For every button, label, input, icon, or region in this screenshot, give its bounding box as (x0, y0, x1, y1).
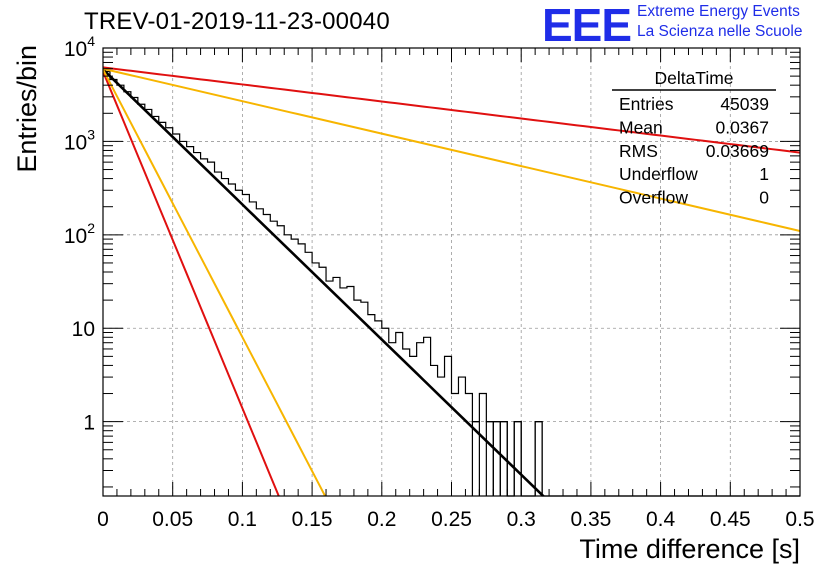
fit-line (103, 68, 546, 496)
x-tick-label: 0.1 (228, 508, 257, 531)
logo-line-2: La Scienza nelle Scuole (637, 23, 803, 40)
x-tick-label: 0.15 (292, 508, 333, 531)
stats-value: 0.0367 (715, 117, 769, 137)
x-tick-label: 0.4 (646, 508, 676, 531)
y-tick-label: 10 (72, 318, 95, 341)
y-tick-labels: 1 10 102 103 104 (64, 33, 95, 435)
x-tick-label: 0.25 (431, 508, 472, 531)
fit-line (103, 66, 800, 154)
x-tick-label: 0.3 (507, 508, 536, 531)
x-tick-label: 0.2 (367, 508, 396, 531)
chart-title: TREV-01-2019-11-23-00040 (84, 8, 390, 35)
stats-box: DeltaTime Entries 45039 Mean 0.0367 RMS 0.0366… (612, 68, 776, 208)
x-tick-label: 0 (97, 508, 109, 531)
logo-line-1: Extreme Energy Events (637, 3, 800, 20)
histogram-bin (492, 421, 501, 496)
histogram-bin (499, 421, 508, 496)
stats-label: RMS (619, 141, 658, 161)
y-tick-label: 102 (64, 220, 95, 248)
stats-label: Underflow (619, 164, 698, 184)
y-tick-label: 103 (64, 126, 95, 154)
fit-line (103, 68, 327, 496)
x-tick-label: 0.5 (785, 508, 814, 531)
histogram-bin (485, 421, 494, 496)
histogram-bin (471, 421, 480, 496)
stats-label: Entries (619, 94, 674, 114)
stats-label: Overflow (619, 188, 688, 208)
fit-line (103, 67, 800, 232)
x-tick-labels: 0 0.05 0.1 0.15 0.2 0.25 0.3 0.35 0.4 0.45 0.5 (97, 508, 814, 531)
axis-ticks (102, 47, 801, 496)
stats-title: DeltaTime (654, 68, 733, 88)
eee-logo: EEE (542, 0, 632, 51)
stats-value: 0.03669 (706, 141, 769, 161)
stats-value: 45039 (720, 94, 769, 114)
fit-line (103, 71, 280, 496)
x-axis-label: Time difference [s] (579, 534, 800, 564)
stats-value: 1 (759, 164, 769, 184)
stats-label: Mean (619, 117, 663, 137)
x-tick-label: 0.05 (152, 508, 193, 531)
stats-value: 0 (759, 188, 769, 208)
x-tick-label: 0.35 (570, 508, 611, 531)
histogram-bin (513, 421, 522, 496)
y-tick-label: 1 (83, 412, 95, 435)
y-tick-label: 104 (64, 33, 95, 61)
fit-curves (103, 66, 800, 496)
x-tick-label: 0.45 (710, 508, 751, 531)
histogram-bin (534, 421, 543, 496)
y-axis-label: Entries/bin (12, 45, 42, 173)
